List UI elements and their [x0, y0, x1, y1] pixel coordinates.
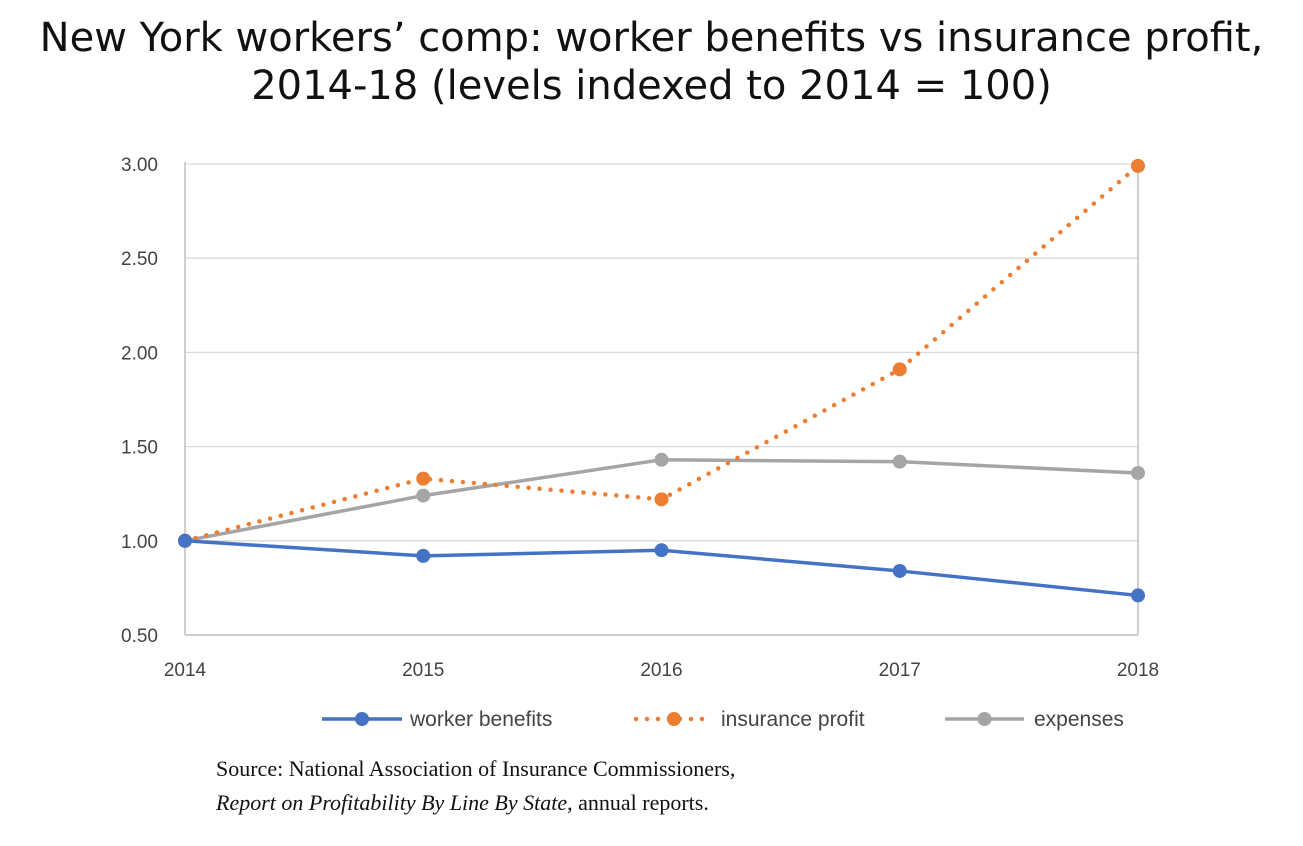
point-expenses-2016: [654, 452, 669, 467]
point-expenses-2015: [416, 488, 431, 503]
point-worker-benefits-2016: [654, 543, 669, 558]
source-note: Source: National Association of Insuranc…: [216, 752, 1116, 820]
legend-item-expenses: expenses: [945, 708, 1124, 731]
legend-item-insurance-profit: insurance profit: [633, 708, 865, 731]
point-insurance-profit-2017: [892, 362, 907, 377]
x-tick-label-2016: 2016: [640, 660, 682, 681]
point-insurance-profit-2018: [1131, 158, 1145, 173]
point-expenses-2017: [892, 454, 907, 469]
y-tick-label-1.50: 1.50: [121, 438, 158, 459]
legend-label-worker-benefits: worker benefits: [409, 708, 552, 731]
y-tick-label-2.00: 2.00: [121, 343, 158, 364]
source-line-1: Source: National Association of Insuranc…: [216, 756, 736, 781]
legend: worker benefits insurance profit expenses: [322, 708, 1124, 731]
legend-label-expenses: expenses: [1034, 708, 1124, 731]
point-expenses-2018: [1131, 465, 1145, 480]
x-tick-label-2017: 2017: [879, 660, 921, 681]
series-insurance-profit: [178, 158, 1145, 548]
series-worker-benefits: [178, 533, 1145, 603]
y-tick-label-2.50: 2.50: [121, 249, 158, 270]
source-line-2: Report on Profitability By Line By State…: [216, 786, 1116, 820]
source-line-2-rest: , annual reports.: [567, 790, 709, 815]
chart-title-line-2: 2014-18 (levels indexed to 2014 = 100): [251, 63, 1052, 109]
gridlines: [185, 163, 1138, 542]
series-line-insurance-profit: [182, 163, 1141, 544]
legend-label-insurance-profit: insurance profit: [721, 708, 865, 731]
point-worker-benefits-2015: [416, 548, 431, 563]
x-tick-label-2015: 2015: [402, 660, 444, 681]
legend-marker-worker-benefits: [355, 712, 369, 726]
y-tick-label-0.50: 0.50: [121, 626, 158, 647]
y-tick-label-1.00: 1.00: [121, 532, 158, 553]
source-report-title: Report on Profitability By Line By State: [216, 790, 568, 815]
point-insurance-profit-2016: [654, 492, 669, 507]
chart-title: New York workers’ comp: worker benefits …: [0, 14, 1303, 110]
x-tick-label-2014: 2014: [164, 660, 207, 681]
legend-marker-expenses: [977, 712, 992, 726]
point-worker-benefits-2018: [1131, 588, 1145, 603]
legend-item-worker-benefits: worker benefits: [322, 708, 552, 731]
chart-title-line-1: New York workers’ comp: worker benefits …: [39, 15, 1264, 61]
y-tick-label-3.00: 3.00: [121, 155, 158, 176]
point-worker-benefits-2014: [178, 533, 192, 548]
series-group: [178, 158, 1145, 603]
legend-marker-insurance-profit: [667, 712, 681, 726]
axes: 0.50 1.00 1.50 2.00 2.50 3.00 2014 2015 2016 2017…: [121, 155, 1159, 681]
x-tick-label-2018: 2018: [1117, 660, 1159, 681]
point-insurance-profit-2015: [416, 471, 431, 486]
point-worker-benefits-2017: [892, 563, 907, 578]
